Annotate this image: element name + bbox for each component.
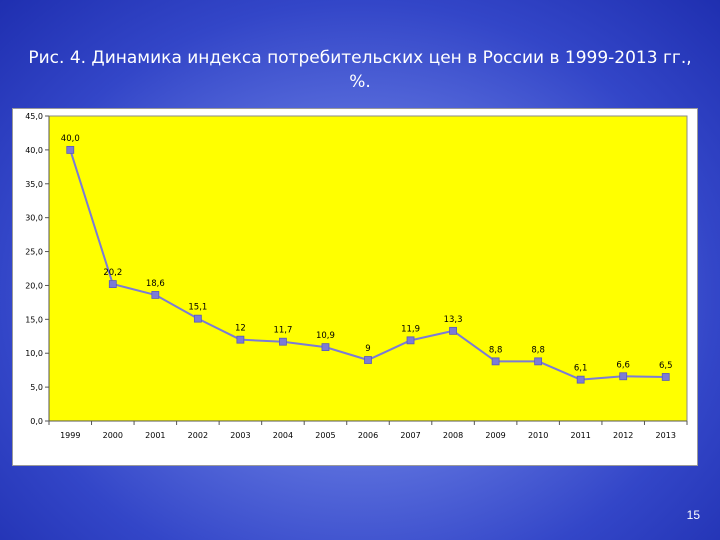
data-point	[491, 357, 500, 366]
y-tick-label: 10,0	[25, 349, 43, 358]
data-point	[66, 145, 75, 154]
x-tick-label: 2004	[273, 431, 293, 440]
y-tick-label: 5,0	[30, 383, 43, 392]
data-label: 18,6	[146, 279, 165, 289]
data-label: 20,2	[103, 268, 122, 278]
y-tick-label: 15,0	[25, 315, 43, 324]
slide-title: Рис. 4. Динамика индекса потребительских…	[28, 48, 692, 92]
cpi-line-chart: 0,0 5,0 10,0 15,0 20,0 25,0 30,0 35,0 40,0 45,0 19…	[25, 112, 688, 440]
x-tick-label: 2006	[358, 431, 378, 440]
x-tick-label: 2011	[570, 431, 590, 440]
data-point	[364, 356, 372, 364]
data-point	[576, 375, 585, 384]
data-point	[619, 372, 628, 381]
y-tick-label: 25,0	[25, 248, 43, 257]
y-tick-label: 30,0	[25, 214, 43, 223]
data-point	[534, 357, 543, 366]
x-tick-label: 1999	[60, 431, 80, 440]
data-point	[151, 291, 160, 299]
y-tick-label: 45,0	[25, 112, 43, 121]
data-point	[236, 335, 245, 344]
data-label: 11,7	[273, 326, 292, 336]
slide-number: 15	[686, 508, 700, 522]
x-tick-label: 2001	[145, 431, 165, 440]
data-label: 40,0	[61, 134, 80, 144]
y-tick-label: 0,0	[30, 417, 43, 426]
x-tick-label: 2002	[188, 431, 208, 440]
plot-area	[48, 115, 688, 422]
data-label: 13,3	[444, 315, 463, 325]
x-tick-label: 2012	[613, 431, 633, 440]
data-label: 9	[365, 344, 370, 354]
y-tick-label: 35,0	[25, 180, 43, 189]
data-point	[449, 326, 457, 335]
data-label: 6,1	[574, 364, 588, 374]
x-tick-label: 2007	[400, 431, 420, 440]
y-tick-label: 20,0	[25, 281, 43, 290]
x-tick-label: 2003	[230, 431, 250, 440]
data-label: 10,9	[316, 331, 335, 341]
data-point	[406, 336, 415, 345]
x-tick-label: 2008	[443, 431, 463, 440]
data-label: 6,5	[659, 361, 673, 371]
chart-frame: 0,0 5,0 10,0 15,0 20,0 25,0 30,0 35,0 40,0 45,0 19…	[12, 108, 698, 466]
x-tick-label: 2013	[656, 431, 676, 440]
data-point	[279, 337, 287, 346]
x-tick-label: 2005	[315, 431, 335, 440]
x-tick-label: 2010	[528, 431, 548, 440]
x-tick-label: 2000	[103, 431, 123, 440]
data-label: 15,1	[188, 303, 207, 313]
data-point	[108, 280, 117, 288]
data-point	[321, 343, 330, 352]
data-label: 12	[235, 324, 246, 334]
data-point	[661, 373, 670, 381]
data-label: 11,9	[401, 324, 420, 334]
data-point	[193, 314, 202, 323]
data-label: 6,6	[616, 360, 630, 370]
data-label: 8,8	[489, 345, 503, 355]
y-tick-label: 40,0	[25, 146, 43, 155]
x-tick-label: 2009	[485, 431, 505, 440]
data-label: 8,8	[531, 345, 545, 355]
